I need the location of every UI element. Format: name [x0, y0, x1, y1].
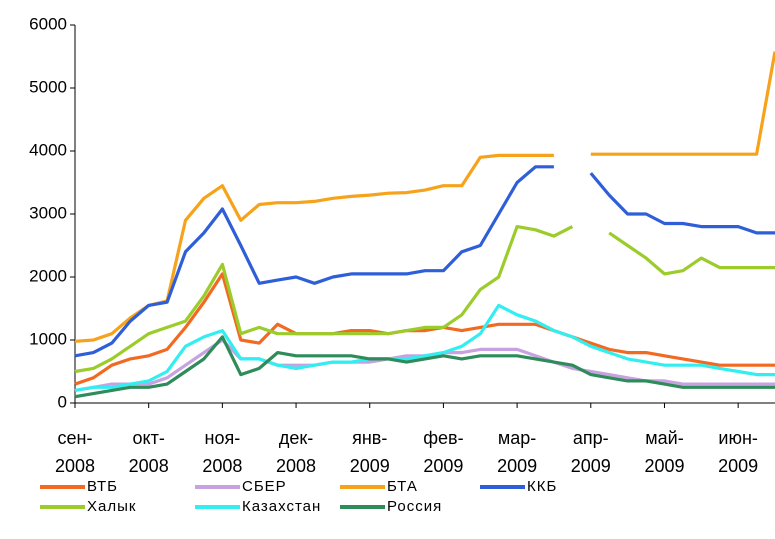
y-tick-label: 2000 — [29, 266, 67, 285]
legend-label: Халык — [87, 498, 136, 515]
x-tick-label: ноя-2008 — [202, 428, 242, 476]
x-tick-label: июн-2009 — [718, 428, 758, 476]
series-line — [74, 225, 775, 374]
legend-label: ККБ — [527, 478, 557, 495]
x-tick-label: май-2009 — [644, 428, 684, 476]
x-tick-label: дек-2008 — [276, 428, 316, 476]
x-tick-label: мар-2009 — [497, 428, 537, 476]
legend-label: Казахстан — [242, 498, 321, 515]
series-line — [74, 165, 775, 358]
y-tick-label: 6000 — [29, 14, 67, 33]
legend-label: ВТБ — [87, 478, 118, 495]
x-tick-label: апр-2009 — [571, 428, 611, 476]
x-tick-label: сен-2008 — [55, 428, 95, 476]
series-line — [74, 303, 775, 392]
x-tick-label: окт-2008 — [129, 428, 169, 476]
x-tick-label: фев-2009 — [423, 428, 463, 476]
legend-label: Россия — [387, 498, 442, 515]
y-tick-label: 1000 — [29, 329, 67, 348]
series-line — [74, 51, 775, 343]
series-line — [74, 272, 775, 386]
legend-label: СБЕР — [242, 478, 287, 495]
x-tick-label: янв-2009 — [350, 428, 390, 476]
y-tick-label: 5000 — [29, 77, 67, 96]
series-line — [74, 335, 775, 399]
legend-label: БТА — [387, 478, 418, 495]
y-tick-label: 3000 — [29, 203, 67, 222]
y-tick-label: 4000 — [29, 140, 67, 159]
y-tick-label: 0 — [58, 392, 67, 411]
